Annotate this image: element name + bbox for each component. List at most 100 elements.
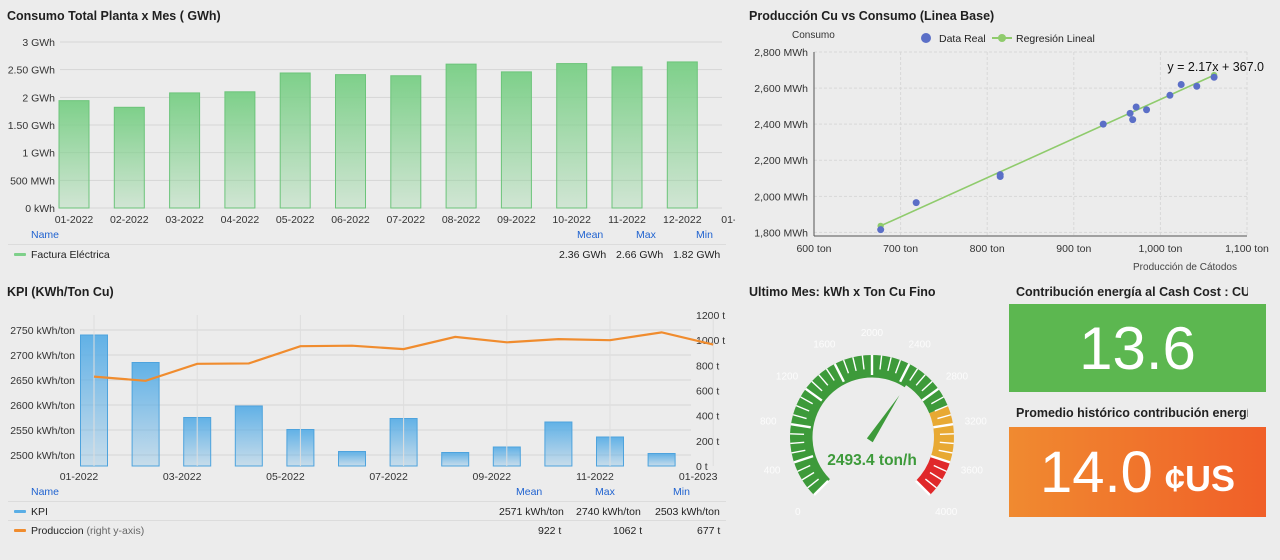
legend-min-value: 1.82 GWh (673, 249, 721, 261)
kpi-panel: KPI (KWh/Ton Cu) 2500 kWh/ton 2550 kWh/to… (0, 279, 735, 560)
legend-data-real-label: Data Real (939, 33, 986, 45)
gauge-value-arc (809, 374, 907, 482)
scatter-point (1132, 103, 1140, 111)
gauge-title[interactable]: Ultimo Mes: kWh x Ton Cu Fino (749, 285, 936, 299)
kpi-xtick: 11-2022 (576, 471, 614, 483)
consumo-ytick: 2 GWh (22, 92, 55, 104)
consumo-bar (58, 100, 90, 209)
legend-row-kpi[interactable]: KPI 2571 kWh/ton 2740 kWh/ton 2503 kWh/t… (8, 501, 726, 520)
gauge-chart: 0 400 800 1200 1600 2000 2400 2800 3200 3600 4000 (760, 328, 988, 518)
produccion-swatch (14, 529, 26, 532)
gauge-panel: Ultimo Mes: kWh x Ton Cu Fino 0 400 800 120… (742, 279, 1002, 560)
consumo-xtick: 06-2022 (331, 214, 370, 226)
kpi-xtick: 03-2022 (163, 471, 202, 483)
legend-row-produccion[interactable]: Produccion (right y-axis) 922 t 1062 t 6… (8, 520, 726, 539)
scatter-point (1143, 106, 1151, 114)
consumo-bar (445, 63, 477, 209)
gauge-tick (899, 363, 911, 383)
scatter-point (1099, 120, 1107, 128)
gauge-tick (933, 464, 947, 472)
consumo-ytick: 3 GWh (22, 37, 55, 49)
kpi-ytick-left: 2650 kWh/ton (10, 375, 75, 387)
gauge-tick (813, 479, 830, 496)
kpi-ytick-left: 2500 kWh/ton (10, 450, 75, 462)
gauge-tick (930, 396, 944, 405)
consumo-bar (390, 75, 422, 209)
scatter-point (1126, 109, 1134, 117)
consumo-bar (666, 61, 698, 209)
gauge-tick (937, 414, 952, 420)
stat-cash-cost-box: 13.6 (1009, 304, 1266, 392)
kpi-ytick-left: 2600 kWh/ton (10, 400, 75, 412)
legend-mean-header[interactable]: Mean (577, 229, 604, 241)
produccion-line (93, 331, 714, 382)
gauge-tick (795, 404, 810, 412)
gauge-tick (790, 422, 811, 429)
consumo-title[interactable]: Consumo Total Planta x Mes ( GWh) (7, 9, 221, 23)
consumo-xtick: 01-2022 (55, 214, 94, 226)
legend-mean-value: 2.36 GWh (559, 249, 607, 261)
kpi-legend-max-header[interactable]: Max (595, 486, 615, 498)
kpi-title[interactable]: KPI (KWh/Ton Cu) (7, 285, 114, 299)
consumo-ytick: 0 kWh (25, 203, 55, 215)
stat-cash-cost-title[interactable]: Contribución energía al Cash Cost : CUS$… (1016, 285, 1248, 299)
consumo-ytick: 500 MWh (10, 175, 55, 187)
gauge-tick (934, 404, 949, 412)
scatter-title[interactable]: Producción Cu vs Consumo (Linea Base) (749, 9, 995, 23)
scatter-ytick: 2,400 MWh (754, 119, 808, 131)
legend-row-factura[interactable]: Factura Eléctrica 2.36 GWh 2.66 GWh 1.82… (8, 244, 726, 263)
stat-historico-value: 14.0 (1040, 439, 1153, 505)
kpi-legend-min-header[interactable]: Min (673, 486, 690, 498)
consumo-bar (169, 92, 201, 209)
stat-historico-title[interactable]: Promedio histórico contribución energía … (1016, 406, 1248, 420)
kpi-xtick: 01-2023 (679, 471, 718, 483)
produccion-axis-hint: (right y-axis) (86, 525, 145, 537)
scatter-point (1166, 91, 1174, 99)
produccion-series-name: Produccion (right y-axis) (31, 525, 144, 537)
gauge-tick (791, 449, 806, 454)
scatter-chart: Consumo Data Real Regresión Lineal 1,800 MW… (754, 30, 1269, 273)
kpi-ytick-right: 400 t (696, 411, 719, 423)
kpi-ytick-right: 0 t (696, 461, 708, 473)
kpi-ytick-right: 1000 t (696, 335, 725, 347)
consumo-xtick: 12-2022 (663, 214, 702, 226)
scatter-panel: Producción Cu vs Consumo (Linea Base) Co… (742, 0, 1280, 275)
gauge-tick (879, 355, 883, 370)
consumo-xtick: 01-202 (721, 214, 735, 226)
consumo-ytick: 1 GWh (22, 148, 55, 160)
gauge-tick (801, 471, 815, 481)
gauge-tick (894, 359, 902, 374)
consumo-bar (611, 66, 643, 209)
scatter-point (1193, 82, 1201, 90)
legend-name-header[interactable]: Name (31, 229, 60, 241)
gauge-tick (825, 368, 835, 381)
kpi-ytick-right: 1200 t (696, 310, 725, 322)
legend-min-header[interactable]: Min (696, 229, 713, 241)
consumo-xtick: 03-2022 (165, 214, 204, 226)
produccion-name-text: Produccion (31, 525, 84, 537)
gauge-tick (887, 357, 892, 372)
gauge-tick (924, 478, 937, 489)
gauge-tick-label: 3200 (965, 417, 988, 428)
kpi-legend-name-header[interactable]: Name (31, 486, 60, 498)
kpi-min-value: 2503 kWh/ton (655, 506, 720, 518)
kpi-legend-mean-header[interactable]: Mean (516, 486, 543, 498)
scatter-xtick: 700 ton (883, 243, 918, 255)
scatter-xtick: 600 ton (796, 243, 831, 255)
kpi-xtick: 09-2022 (473, 471, 512, 483)
kpi-xtick: 01-2022 (60, 471, 99, 483)
gauge-tick (930, 455, 951, 464)
gauge-tick (909, 368, 919, 381)
legend-max-header[interactable]: Max (636, 229, 656, 241)
produccion-min-value: 677 t (697, 525, 721, 537)
kpi-bar (234, 405, 263, 467)
consumo-legend: Name Mean Max Min Factura Eléctrica 2.36… (8, 229, 726, 269)
consumo-bar (500, 71, 532, 209)
kpi-ytick-right: 200 t (696, 436, 719, 448)
scatter-point (877, 226, 885, 234)
consumo-ytick: 1.50 GWh (8, 120, 55, 132)
gauge-tick (921, 380, 933, 392)
scatter-xlabel: Producción de Cátodos (1133, 262, 1237, 273)
gauge-tick (914, 479, 931, 496)
gauge-tick (833, 363, 845, 383)
